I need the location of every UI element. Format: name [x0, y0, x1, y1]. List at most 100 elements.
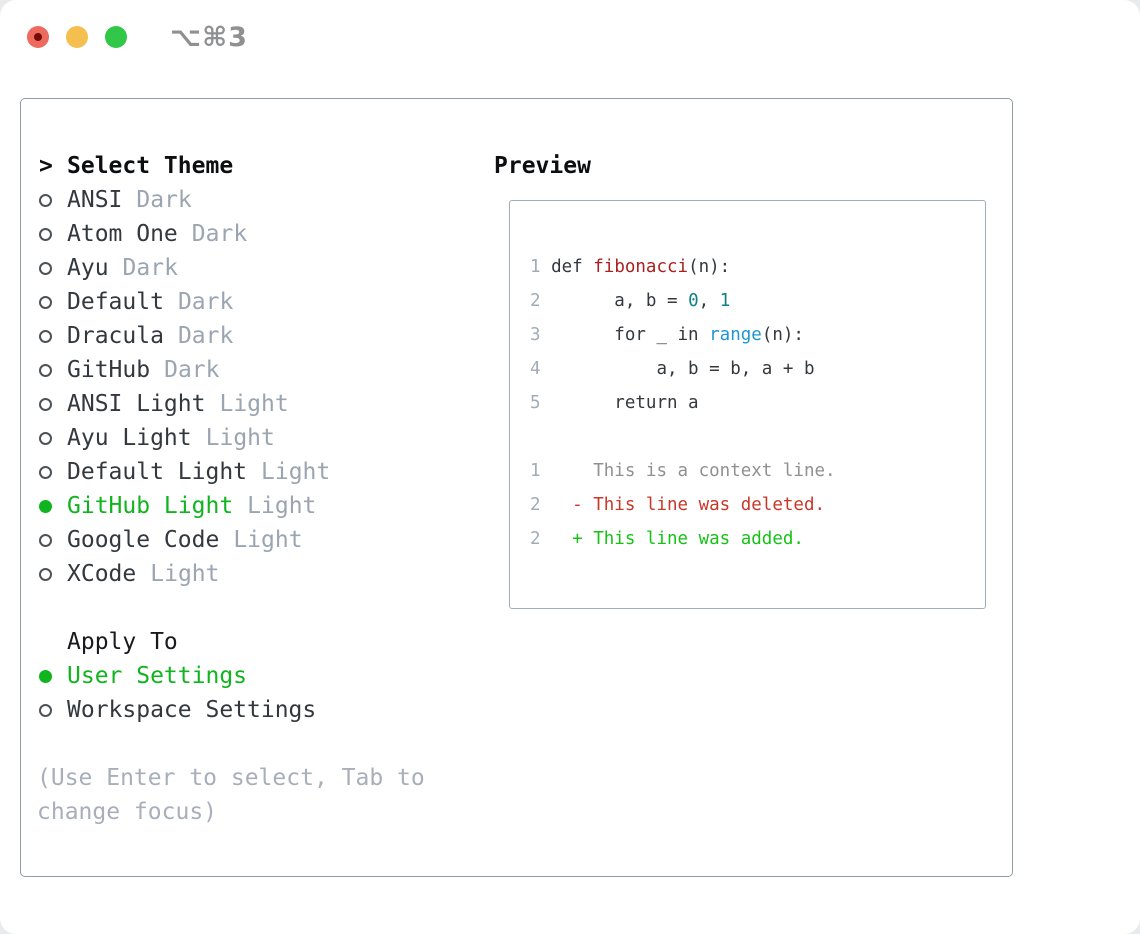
radio-icon[interactable] [39, 227, 52, 241]
radio-icon[interactable] [39, 329, 52, 343]
theme-option[interactable]: Default Light Light [39, 455, 457, 489]
line-number: 2 [530, 529, 541, 549]
line-number: 3 [530, 325, 541, 345]
theme-option[interactable]: Dracula Dark [39, 319, 457, 353]
code-line: 3 for _ in range(n): [530, 318, 836, 352]
code-segment: a, b = b, a + b [551, 359, 815, 379]
theme-option[interactable]: GitHub Dark [39, 353, 457, 387]
option-label: Atom One [67, 221, 178, 247]
radio-icon[interactable] [39, 295, 52, 309]
code-segment: return a [551, 393, 699, 413]
radio-icon[interactable] [39, 261, 52, 275]
option-variant: Light [233, 527, 303, 553]
theme-option[interactable]: XCode Light [39, 557, 457, 591]
theme-option[interactable]: ANSI Light Light [39, 387, 457, 421]
theme-option[interactable]: Ayu Light Light [39, 421, 457, 455]
apply-to-header: Apply To [39, 625, 457, 659]
option-label: Dracula [67, 323, 164, 349]
hint-text: (Use Enter to select, Tab to change focu… [37, 765, 425, 825]
radio-icon[interactable] [39, 567, 52, 581]
option-label: Ayu [67, 255, 109, 281]
spacer [39, 591, 457, 625]
option-label: Google Code [67, 527, 220, 553]
code-segment: range [709, 325, 762, 345]
maximize-button[interactable] [105, 26, 127, 48]
theme-option[interactable]: GitHub Light Light [39, 489, 457, 523]
code-line: 5 return a [530, 386, 836, 420]
option-label: ANSI Light [67, 391, 206, 417]
code-segment: fibonacci [593, 257, 689, 277]
radio-icon[interactable] [39, 533, 52, 547]
line-number: 2 [530, 495, 541, 515]
code-segment: 0 [688, 291, 699, 311]
theme-list: ANSI Dark Atom One Dark Ayu Dark Default Dark Dr… [39, 183, 457, 591]
option-variant: Light [205, 425, 275, 451]
option-variant: Dark [191, 221, 248, 247]
code-segment: (n): [688, 257, 731, 277]
code-line: 1 This is a context line. [530, 454, 836, 488]
line-number: 5 [530, 393, 541, 413]
apply-to-title: Apply To [67, 629, 178, 655]
option-label: Default Light [67, 459, 248, 485]
radio-icon[interactable] [39, 431, 52, 445]
option-variant: Dark [136, 187, 192, 213]
code-line: 1 def fibonacci(n): [530, 250, 836, 284]
option-label: XCode [67, 561, 137, 587]
titlebar: ⌥⌘3 [27, 22, 248, 53]
code-line: 2 a, b = 0, 1 [530, 284, 836, 318]
theme-option[interactable]: Default Dark [39, 285, 457, 319]
code-line: 2 - This line was deleted. [530, 488, 836, 522]
spacer [39, 727, 457, 761]
option-label: Ayu Light [67, 425, 192, 451]
window-title: ⌥⌘3 [170, 21, 248, 53]
option-variant: Dark [177, 289, 234, 315]
minimize-button[interactable] [66, 26, 88, 48]
code-segment: This is a context line. [551, 461, 836, 481]
apply-to-option[interactable]: User Settings [39, 659, 457, 693]
option-variant: Dark [177, 323, 234, 349]
radio-icon[interactable] [39, 465, 52, 479]
theme-option[interactable]: Ayu Dark [39, 251, 457, 285]
radio-selected-icon[interactable] [39, 499, 52, 513]
option-variant: Light [150, 561, 220, 587]
preview-title: Preview [494, 153, 591, 179]
code-segment: + This line was added. [551, 529, 804, 549]
code-segment: , [698, 291, 720, 311]
option-variant: Light [261, 459, 331, 485]
radio-icon[interactable] [39, 193, 52, 207]
line-number: 1 [530, 257, 541, 277]
option-label: Workspace Settings [67, 697, 317, 723]
theme-option[interactable]: ANSI Dark [39, 183, 457, 217]
theme-selector: > Select Theme ANSI Dark Atom One Dark Ayu Dar… [37, 149, 457, 829]
code-segment: a, b = [551, 291, 689, 311]
option-variant: Dark [164, 357, 220, 383]
line-number: 1 [530, 461, 541, 481]
line-number: 2 [530, 291, 541, 311]
code-line: 2 + This line was added. [530, 522, 836, 556]
focus-caret-icon: > [39, 153, 53, 179]
option-label: User Settings [67, 663, 248, 689]
radio-selected-icon[interactable] [39, 669, 52, 683]
code-segment: 1 [719, 291, 731, 311]
option-variant: Light [247, 493, 317, 519]
radio-icon[interactable] [39, 363, 52, 377]
line-number: 4 [530, 359, 541, 379]
close-button[interactable] [27, 26, 49, 48]
radio-icon[interactable] [39, 703, 52, 717]
select-theme-header: > Select Theme [39, 149, 457, 183]
code-line: 4 a, b = b, a + b [530, 352, 836, 386]
option-label: GitHub Light [67, 493, 234, 519]
theme-option[interactable]: Atom One Dark [39, 217, 457, 251]
radio-icon[interactable] [39, 397, 52, 411]
theme-option[interactable]: Google Code Light [39, 523, 457, 557]
apply-to-option[interactable]: Workspace Settings [39, 693, 457, 727]
code-segment: for _ in [551, 325, 710, 345]
close-dot-icon [34, 33, 42, 41]
main-panel: > Select Theme ANSI Dark Atom One Dark Ayu Dar… [20, 98, 1013, 877]
code-segment: - This line was deleted. [551, 495, 826, 515]
code-segment: (n): [761, 325, 804, 345]
option-label: Default [67, 289, 164, 315]
